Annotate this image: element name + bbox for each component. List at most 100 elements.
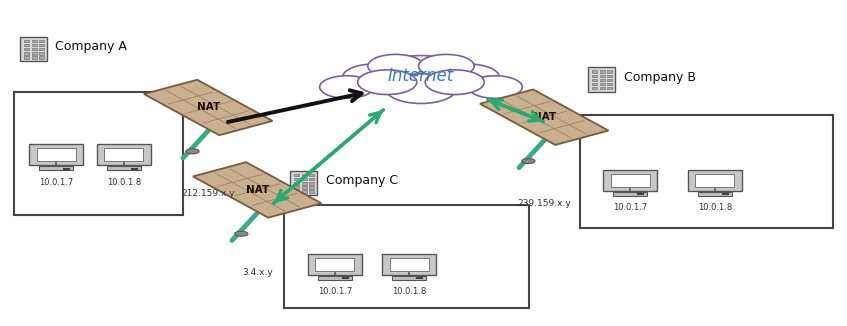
Ellipse shape: [418, 54, 474, 78]
Circle shape: [185, 149, 199, 154]
Bar: [294, 182, 299, 185]
FancyBboxPatch shape: [315, 258, 354, 271]
FancyBboxPatch shape: [688, 170, 742, 191]
Bar: [302, 178, 307, 180]
FancyBboxPatch shape: [36, 148, 75, 161]
Bar: [24, 40, 29, 42]
Bar: [592, 79, 597, 81]
FancyBboxPatch shape: [144, 80, 273, 135]
Text: 3.4.x.y: 3.4.x.y: [241, 268, 273, 277]
Bar: [24, 48, 29, 51]
Bar: [39, 56, 44, 59]
FancyBboxPatch shape: [39, 167, 74, 170]
Bar: [592, 83, 597, 85]
Bar: [600, 70, 605, 73]
Bar: [600, 83, 605, 85]
Bar: [39, 48, 44, 51]
Bar: [592, 75, 597, 77]
Text: NAT: NAT: [246, 185, 268, 195]
Bar: [600, 79, 605, 81]
Bar: [294, 178, 299, 180]
Bar: [39, 40, 44, 42]
Bar: [600, 75, 605, 77]
Text: 212.159.x.y: 212.159.x.y: [181, 189, 235, 198]
Text: 10.0.1.8: 10.0.1.8: [698, 203, 732, 213]
Bar: [607, 79, 612, 81]
FancyBboxPatch shape: [392, 276, 426, 280]
Bar: [294, 186, 299, 189]
Ellipse shape: [425, 70, 484, 95]
Bar: [607, 70, 612, 73]
Bar: [294, 174, 299, 176]
FancyBboxPatch shape: [308, 254, 362, 275]
FancyBboxPatch shape: [30, 144, 83, 165]
Bar: [39, 52, 44, 54]
Circle shape: [235, 231, 248, 236]
Text: Company B: Company B: [623, 71, 695, 84]
Bar: [294, 190, 299, 193]
Bar: [309, 178, 314, 180]
Bar: [302, 182, 307, 185]
Bar: [31, 40, 36, 42]
FancyBboxPatch shape: [390, 258, 429, 271]
Text: 10.0.1.7: 10.0.1.7: [318, 288, 352, 296]
Bar: [592, 70, 597, 73]
Bar: [592, 87, 597, 89]
Text: 239.159.x.y: 239.159.x.y: [518, 199, 571, 208]
Circle shape: [522, 158, 535, 164]
FancyBboxPatch shape: [20, 37, 47, 61]
Bar: [607, 87, 612, 89]
FancyBboxPatch shape: [611, 174, 650, 187]
Bar: [31, 48, 36, 51]
FancyBboxPatch shape: [613, 192, 647, 196]
Ellipse shape: [435, 64, 500, 91]
FancyBboxPatch shape: [97, 144, 151, 165]
FancyBboxPatch shape: [604, 170, 657, 191]
Bar: [302, 174, 307, 176]
FancyBboxPatch shape: [291, 171, 318, 195]
Ellipse shape: [357, 70, 417, 95]
FancyBboxPatch shape: [382, 254, 436, 275]
Bar: [309, 190, 314, 193]
Bar: [24, 52, 29, 54]
Ellipse shape: [342, 64, 407, 91]
Bar: [600, 87, 605, 89]
FancyBboxPatch shape: [193, 162, 322, 218]
Bar: [24, 56, 29, 59]
Bar: [302, 186, 307, 189]
Bar: [31, 56, 36, 59]
Text: Internet: Internet: [388, 67, 454, 85]
Text: 10.0.1.7: 10.0.1.7: [613, 203, 647, 213]
FancyBboxPatch shape: [104, 148, 143, 161]
Text: 10.0.1.8: 10.0.1.8: [107, 178, 141, 186]
Ellipse shape: [319, 76, 374, 98]
Text: 10.0.1.7: 10.0.1.7: [39, 178, 74, 186]
Bar: [607, 83, 612, 85]
FancyBboxPatch shape: [14, 92, 183, 215]
FancyBboxPatch shape: [579, 114, 833, 228]
FancyBboxPatch shape: [698, 192, 732, 196]
Bar: [24, 44, 29, 46]
FancyBboxPatch shape: [480, 89, 608, 145]
FancyBboxPatch shape: [107, 167, 141, 170]
Bar: [31, 52, 36, 54]
Text: Company A: Company A: [55, 40, 127, 53]
Ellipse shape: [380, 55, 462, 89]
Bar: [39, 44, 44, 46]
FancyBboxPatch shape: [695, 174, 734, 187]
Bar: [309, 174, 314, 176]
Ellipse shape: [368, 54, 424, 78]
Bar: [31, 44, 36, 46]
FancyBboxPatch shape: [318, 276, 352, 280]
FancyBboxPatch shape: [285, 205, 529, 308]
Ellipse shape: [385, 74, 457, 103]
Bar: [309, 182, 314, 185]
Bar: [309, 186, 314, 189]
Bar: [302, 190, 307, 193]
Text: Company C: Company C: [325, 174, 398, 187]
FancyBboxPatch shape: [588, 67, 616, 92]
Text: NAT: NAT: [533, 112, 556, 122]
Ellipse shape: [468, 76, 523, 98]
Bar: [607, 75, 612, 77]
Text: 10.0.1.8: 10.0.1.8: [392, 288, 426, 296]
